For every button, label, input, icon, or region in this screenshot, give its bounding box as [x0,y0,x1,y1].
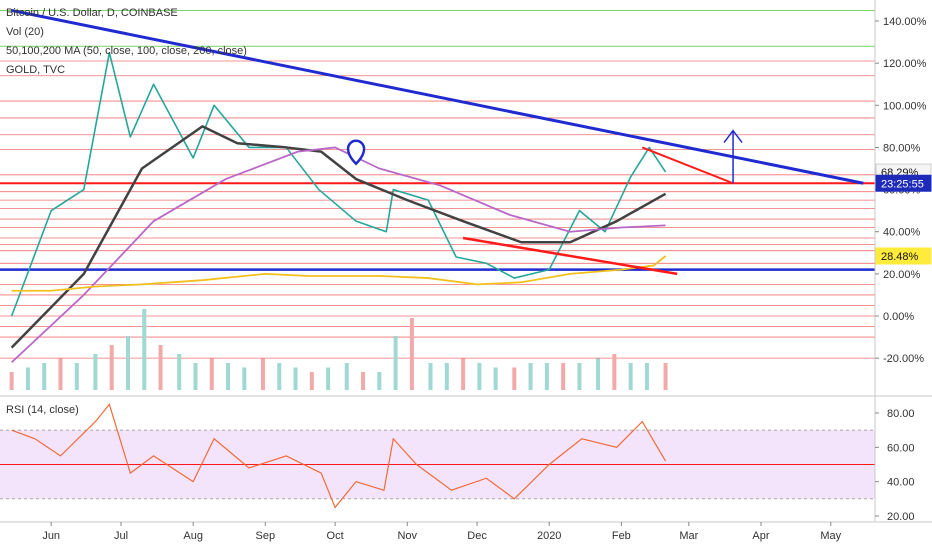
volume-bar [393,336,398,390]
volume-bar [177,354,182,390]
volume-bar [444,363,449,390]
volume-bar [361,372,366,390]
volume-bar [477,363,482,390]
wedge-lower-line[interactable] [462,236,678,276]
volume-bar [628,363,633,390]
price-tick-label: 0.00% [883,311,914,323]
volume-bar [644,363,649,390]
volume-bar [596,358,601,390]
ma-legend[interactable]: 50,100,200 MA (50, close, 100, close, 20… [6,45,247,57]
volume-bar [663,363,668,390]
wedge-upper-line[interactable] [641,146,734,185]
volume-bar [193,363,198,390]
volume-bar [209,358,214,390]
volume-bar [242,367,247,390]
price-badge-text: 28.48% [881,251,919,263]
volume-bar [528,363,533,390]
time-tick-label: Oct [327,530,344,542]
time-tick-label: 2020 [537,530,561,542]
volume-bar [377,372,382,390]
price-tick-label: 20.00% [883,269,921,281]
price-tick-label: 120.00% [883,58,927,70]
volume-bar [277,363,282,390]
time-tick-label: Aug [183,530,203,542]
time-tick-label: Apr [752,530,769,542]
price-tick-label: -20.00% [883,353,924,365]
time-tick-label: Jun [42,530,60,542]
volume-bar [309,372,314,390]
rsi-tick-label: 60.00 [887,442,915,454]
series-line-btc[interactable] [10,51,667,317]
volume-bar [461,358,466,390]
time-tick-label: Feb [612,530,631,542]
time-tick-label: Jul [114,530,128,542]
series-line-ma50[interactable] [10,125,667,349]
volume-bar [260,358,265,390]
volume-bar [428,363,433,390]
time-tick-label: May [820,530,841,542]
time-tick-label: Dec [467,530,487,542]
price-badge-text: 23:25:55 [881,178,924,190]
target-arrow-head[interactable] [723,129,743,144]
symbol-legend[interactable]: Bitcoin / U.S. Dollar, D, COINBASE [6,7,178,19]
time-tick-label: Nov [397,530,417,542]
volume-bar [512,367,517,390]
volume-bar [544,363,549,390]
volume-legend[interactable]: Vol (20) [6,26,44,38]
volume-bar [409,318,414,390]
price-badge[interactable] [875,247,932,265]
volume-bar [42,363,47,390]
volume-bar [25,367,30,390]
volume-bar [125,336,130,390]
time-tick-label: Mar [679,530,698,542]
series-line-gold[interactable] [11,255,667,292]
volume-bar [74,363,79,390]
volume-bar [109,345,114,390]
price-tick-label: 100.00% [883,100,927,112]
rsi-line[interactable] [11,403,667,509]
price-badge[interactable] [875,174,932,192]
volume-bar [9,372,14,390]
location-marker-icon[interactable] [346,139,366,166]
price-tick-label: 40.00% [883,227,921,239]
volume-bar [158,345,163,390]
volume-bar [142,309,147,390]
volume-panel [9,309,668,390]
rsi-tick-label: 20.00 [887,511,915,523]
volume-bar [58,358,63,390]
volume-bar [293,367,298,390]
rsi-panel[interactable] [0,395,932,509]
volume-bar [561,363,566,390]
price-tick-label: 80.00% [883,142,921,154]
price-tick-label: 140.00% [883,16,927,28]
volume-bar [493,367,498,390]
volume-bar [344,363,349,390]
volume-bar [577,363,582,390]
volume-bar [326,367,331,390]
volume-bar [612,354,617,390]
time-tick-label: Sep [256,530,276,542]
compare-legend[interactable]: GOLD, TVC [6,64,66,76]
rsi-tick-label: 80.00 [887,408,915,420]
rsi-tick-label: 40.00 [887,477,915,489]
downtrend-line[interactable] [11,8,864,185]
volume-bar [93,354,98,390]
volume-bar [226,363,231,390]
rsi-legend[interactable]: RSI (14, close) [6,404,79,416]
